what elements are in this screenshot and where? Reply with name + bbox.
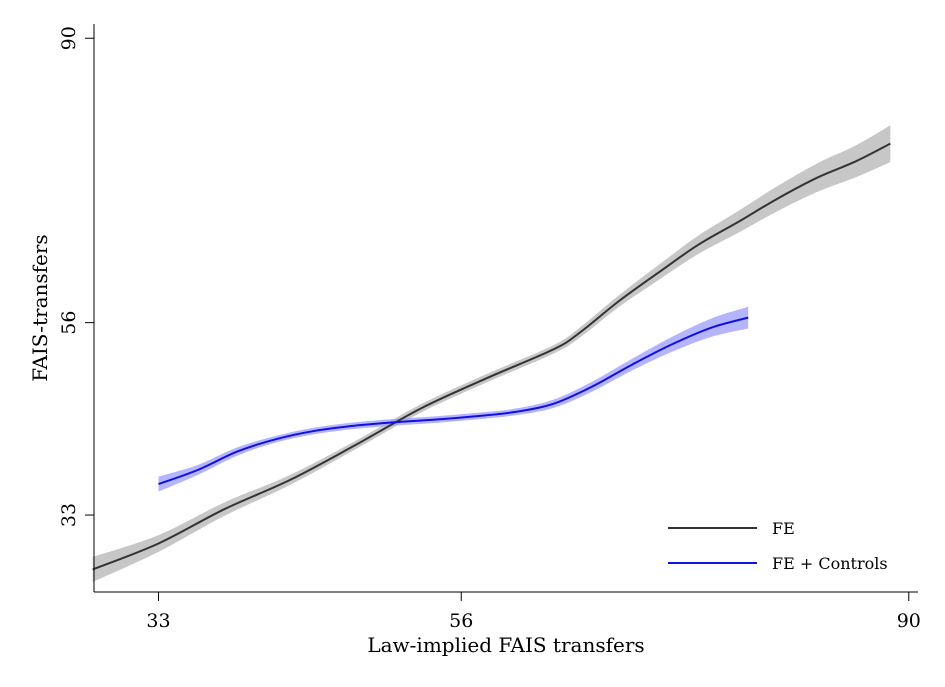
y-axis-title: FAIS-transfers — [28, 234, 52, 381]
x-axis-title: Law-implied FAIS transfers — [367, 633, 644, 657]
y-tick-label-56: 56 — [58, 311, 80, 335]
legend-label-fe-controls: FE + Controls — [772, 554, 888, 573]
x-axis-ticks: 33 56 90 — [146, 592, 921, 632]
y-axis-ticks: 33 56 90 — [58, 26, 94, 527]
x-tick-label-56: 56 — [449, 610, 473, 632]
y-tick-label-33: 33 — [58, 503, 80, 527]
band-fe — [92, 125, 891, 582]
legend-label-fe: FE — [772, 519, 795, 538]
band-fe-controls — [158, 306, 749, 492]
y-tick-label-90: 90 — [58, 26, 80, 50]
series-lines — [92, 142, 891, 571]
x-tick-label-33: 33 — [146, 610, 170, 632]
series-line-fe — [92, 142, 891, 571]
x-tick-label-90: 90 — [897, 610, 921, 632]
legend: FE FE + Controls — [668, 519, 888, 573]
confidence-bands — [92, 125, 891, 582]
series-line-fe-controls — [158, 316, 749, 486]
